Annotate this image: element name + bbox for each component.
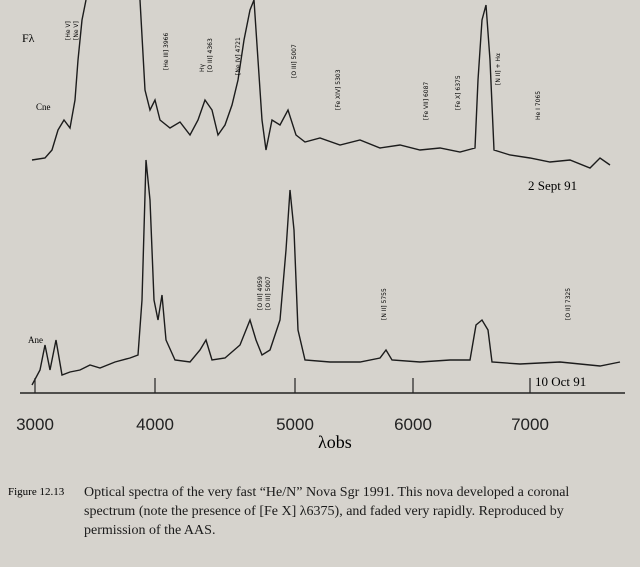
line-label: [O III] 5007 [265, 276, 272, 310]
spectrum-date: 10 Oct 91 [535, 374, 586, 389]
caption-line: Optical spectra of the very fast “He/N” … [84, 485, 569, 500]
line-label: [N II] 5755 [381, 288, 388, 320]
x-tick-label: 6000 [394, 415, 432, 434]
spectrum-upper [31, 0, 611, 169]
line-label: He I 7065 [535, 91, 542, 120]
line-label: Hγ [199, 63, 206, 72]
x-tick-label: 3000 [16, 415, 54, 434]
x-tick-label: 4000 [136, 415, 174, 434]
offset-label: Ane [28, 335, 43, 345]
line-label: [He V] [65, 21, 72, 40]
line-label: [O III] 5007 [291, 44, 298, 78]
caption-line: permission of the AAS. [84, 523, 215, 538]
line-label: [O III] 4959 [257, 276, 264, 310]
line-label: [Ne IV] 4721 [235, 37, 242, 75]
line-label: [Fe XIV] 5303 [335, 69, 342, 110]
line-label: [N II] + Hα [495, 53, 502, 85]
line-label: [Fe X] 6375 [455, 75, 462, 110]
line-label: [O III] 4363 [207, 38, 214, 72]
caption-line: spectrum (note the presence of [Fe X] λ6… [84, 504, 564, 519]
offset-label: Cne [36, 102, 51, 112]
y-label: Fλ [22, 31, 35, 45]
x-tick-label: 5000 [276, 415, 314, 434]
x-tick-label: 7000 [511, 415, 549, 434]
axis-ticks [34, 378, 531, 393]
line-label: [Fe VII] 6087 [423, 82, 430, 120]
spectrum-date: 2 Sept 91 [528, 178, 577, 193]
line-label: [He III] 3966 [163, 33, 170, 70]
line-label: [Ne V] [73, 21, 80, 40]
x-label: λobs [318, 432, 352, 452]
line-label: [O II] 7325 [565, 288, 572, 320]
caption-label: Figure 12.13 [8, 486, 65, 498]
spectrum-lower [31, 159, 621, 386]
